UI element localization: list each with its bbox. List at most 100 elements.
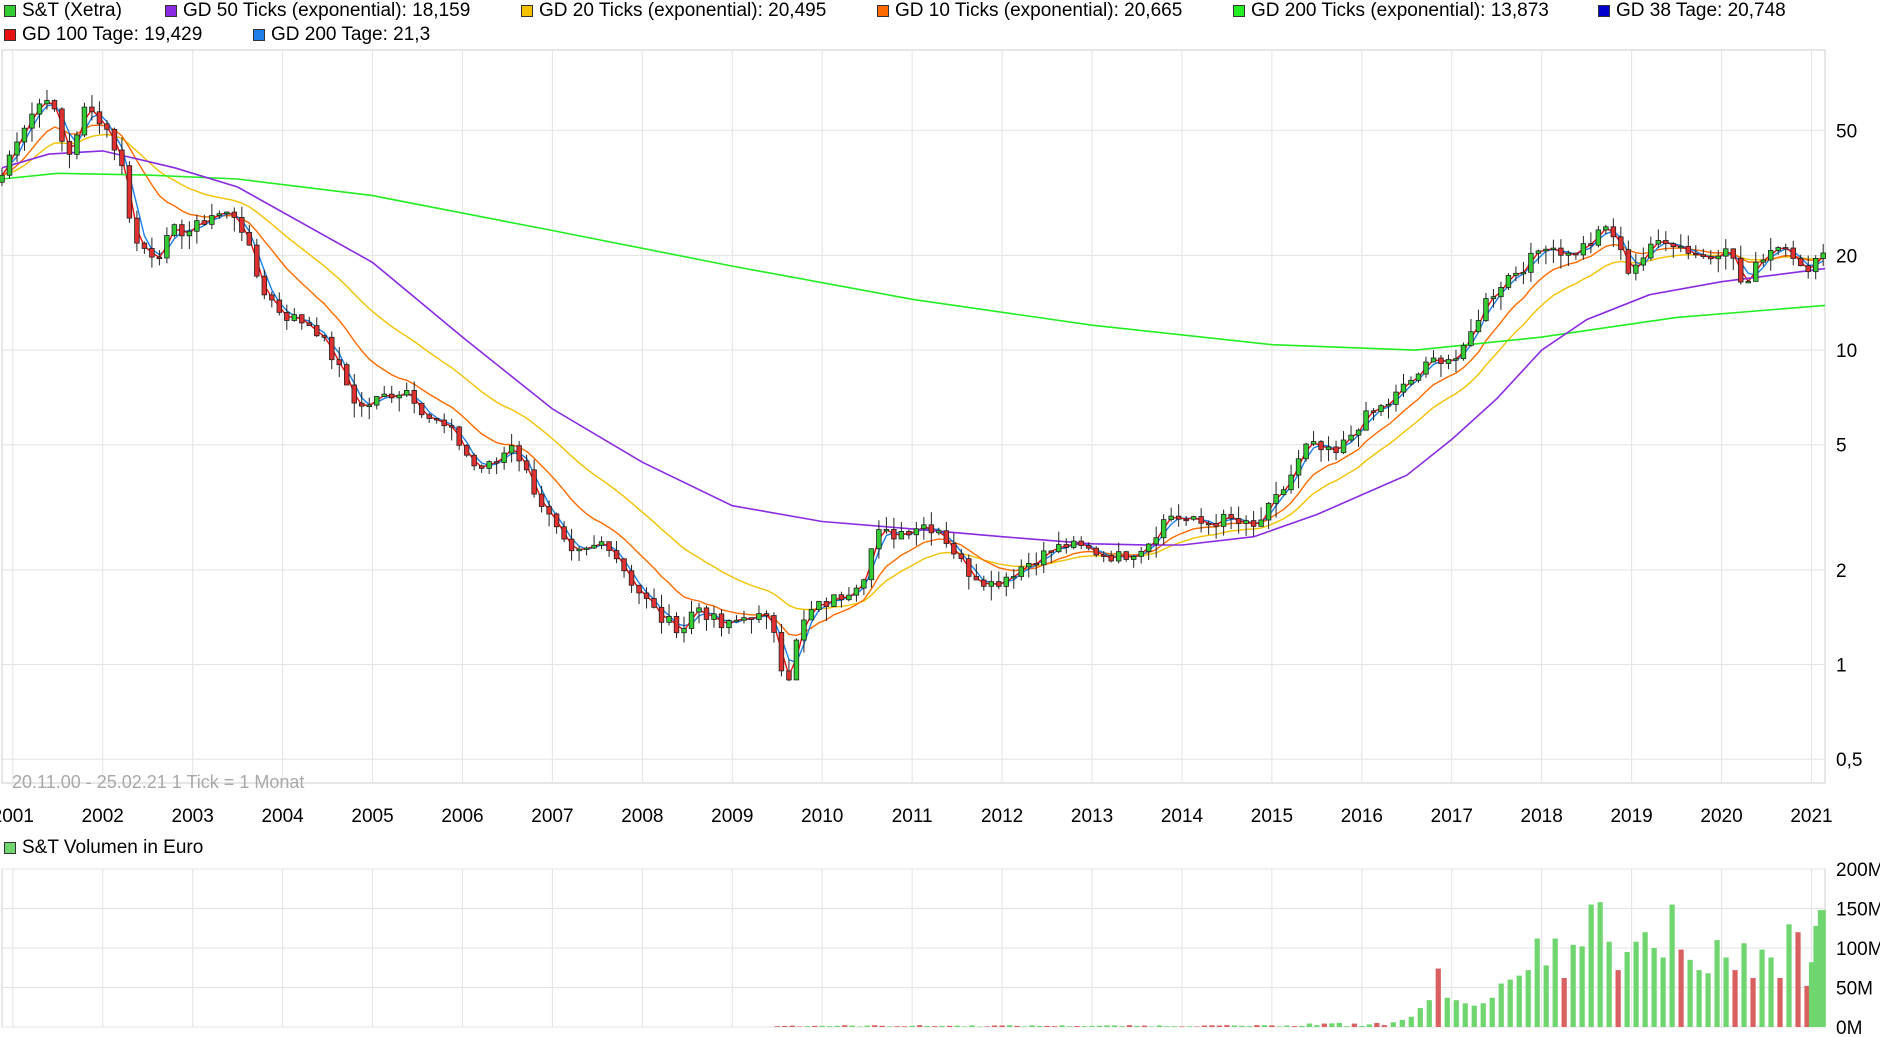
volume-bar xyxy=(1104,1025,1110,1027)
candle xyxy=(1318,441,1324,451)
candle xyxy=(726,620,732,629)
candle xyxy=(673,615,680,634)
candle xyxy=(1790,247,1796,259)
volume-tick-label: 0M xyxy=(1836,1018,1862,1037)
volume-bar xyxy=(1795,932,1801,1027)
legend-label: GD 100 Tage: 19,429 xyxy=(22,24,203,45)
legend-item-gd10[interactable]: GD 10 Ticks (exponential): 20,665 xyxy=(877,0,1182,22)
candle xyxy=(1633,264,1639,274)
candle xyxy=(344,364,350,386)
candle xyxy=(966,558,972,577)
candle xyxy=(621,558,627,572)
candle xyxy=(756,613,762,620)
candle xyxy=(651,598,657,608)
legend-item-gd38[interactable]: GD 38 Tage: 20,748 xyxy=(1598,0,1786,22)
legend-item-price[interactable]: S&T (Xetra) xyxy=(4,0,122,22)
volume-bar xyxy=(1314,1025,1320,1027)
candle xyxy=(1505,275,1512,288)
candle xyxy=(1378,405,1384,413)
volume-bar xyxy=(1597,902,1603,1027)
candle xyxy=(134,217,140,244)
volume-bar xyxy=(954,1025,960,1027)
x-tick-label: 2016 xyxy=(1341,806,1383,827)
candle xyxy=(1798,258,1804,267)
volume-bar xyxy=(969,1025,975,1027)
candle xyxy=(1295,458,1302,476)
candle xyxy=(598,541,605,546)
volume-bar xyxy=(1813,925,1819,1027)
legend-label: GD 20 Ticks (exponential): 20,495 xyxy=(539,0,827,21)
candle xyxy=(1625,249,1632,274)
candle xyxy=(51,100,58,110)
candle xyxy=(1400,383,1407,393)
candle xyxy=(1490,296,1497,299)
volume-bar xyxy=(1306,1023,1312,1027)
volume-bar xyxy=(902,1026,908,1027)
candle xyxy=(981,579,987,587)
candle xyxy=(1011,576,1017,579)
candle xyxy=(1145,543,1152,552)
volume-bar xyxy=(1543,965,1549,1027)
candle xyxy=(868,548,875,581)
legend-item-gd100[interactable]: GD 100 Tage: 19,429 xyxy=(4,24,202,46)
volume-bar xyxy=(1164,1026,1170,1027)
legend-item-gd20[interactable]: GD 20 Ticks (exponential): 20,495 xyxy=(521,0,826,22)
legend-item-gd50[interactable]: GD 50 Ticks (exponential): 18,159 xyxy=(165,0,470,22)
candle xyxy=(1753,261,1759,282)
volume-bar xyxy=(1435,968,1441,1027)
volume-bar xyxy=(1246,1026,1253,1027)
candle xyxy=(1250,520,1257,527)
volume-bar xyxy=(789,1025,795,1027)
candle xyxy=(1385,404,1392,407)
candle xyxy=(988,581,995,587)
volume-bar xyxy=(1029,1025,1035,1027)
candle xyxy=(778,632,785,672)
volume-bar xyxy=(1759,949,1765,1027)
volume-bar xyxy=(1089,1025,1095,1027)
candle xyxy=(883,529,890,532)
candle xyxy=(441,419,447,427)
legend-swatch xyxy=(253,29,265,41)
candle xyxy=(1580,243,1587,256)
candle xyxy=(194,220,200,232)
candle xyxy=(1086,545,1092,549)
volume-bar xyxy=(1390,1022,1396,1027)
candle xyxy=(943,530,950,544)
y-tick-label: 1 xyxy=(1836,656,1847,677)
candle xyxy=(126,165,133,219)
candle xyxy=(733,619,740,623)
candle xyxy=(1258,519,1264,527)
candle xyxy=(21,127,28,143)
y-tick-label: 50 xyxy=(1836,121,1857,142)
x-tick-label: 2014 xyxy=(1161,806,1204,827)
volume-bar xyxy=(849,1025,855,1027)
volume-bar xyxy=(984,1026,990,1027)
volume-bar xyxy=(1186,1026,1193,1027)
volume-bar xyxy=(1714,940,1720,1027)
candle xyxy=(81,106,88,136)
candle xyxy=(1528,252,1534,273)
candle xyxy=(254,244,260,277)
volume-bar xyxy=(1777,978,1783,1027)
volume-bar xyxy=(774,1026,780,1027)
volume-bar xyxy=(1021,1026,1028,1027)
candle xyxy=(321,335,327,338)
candle xyxy=(299,314,305,324)
volume-bar xyxy=(1134,1025,1140,1027)
candle xyxy=(411,390,417,404)
legend-item-gd200-tage[interactable]: GD 200 Tage: 21,3 xyxy=(253,24,430,46)
candle xyxy=(1618,236,1624,251)
candle xyxy=(1678,245,1684,249)
volume-bar xyxy=(1516,975,1522,1027)
candle xyxy=(538,493,545,507)
legend-item-gd200-ticks[interactable]: GD 200 Ticks (exponential): 13,873 xyxy=(1233,0,1549,22)
candle xyxy=(1415,373,1422,381)
x-tick-label: 2006 xyxy=(441,806,483,827)
legend-swatch xyxy=(1598,5,1610,17)
candle xyxy=(583,547,590,550)
candle xyxy=(0,174,5,183)
volume-bar xyxy=(1111,1025,1118,1027)
volume-bar xyxy=(947,1025,953,1027)
candle xyxy=(239,217,245,233)
